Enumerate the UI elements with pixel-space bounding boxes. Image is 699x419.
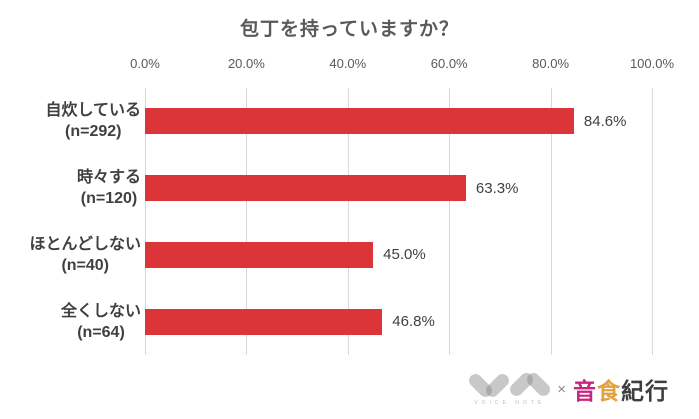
gridline — [347, 88, 349, 355]
bar-row: 63.3% — [145, 155, 652, 222]
voice-note-wordmark: VOICE NOTE — [474, 400, 546, 406]
category-label: 時々する (n=120) — [76, 169, 141, 208]
gridline — [145, 88, 146, 355]
cross-symbol: × — [557, 380, 566, 398]
bar-row: 46.8% — [145, 288, 652, 355]
gridline — [246, 88, 248, 355]
gridline — [449, 88, 451, 355]
gridline — [652, 88, 653, 355]
brand-char: 紀行 — [621, 378, 669, 404]
bar — [145, 241, 374, 268]
x-axis-tick: 60.0% — [430, 56, 468, 71]
bar — [145, 175, 466, 202]
x-axis-tick: 100.0% — [629, 56, 675, 71]
x-axis-tick: 0.0% — [130, 56, 160, 71]
voice-note-marks — [466, 370, 553, 400]
voice-note-n-icon — [507, 370, 553, 399]
onshoku-kiko-wordmark: 音食紀行 — [573, 372, 669, 406]
x-axis-tick: 20.0% — [227, 56, 265, 71]
category-label: 自炊している (n=292) — [45, 102, 141, 141]
x-axis-tick: 40.0% — [329, 56, 367, 71]
value-label: 46.8% — [392, 313, 435, 331]
voice-note-v-icon — [466, 371, 512, 400]
x-axis-tick: 80.0% — [532, 56, 570, 71]
category-label: 全くしない (n=64) — [60, 302, 141, 341]
gridline — [550, 88, 552, 355]
voice-note-logo: VOICE NOTE — [466, 370, 553, 406]
plot-area: 84.6% 63.3% 45.0% 46.8% — [145, 88, 653, 355]
footer-logo: VOICE NOTE × 音食紀行 — [466, 370, 669, 406]
brand-char: 音 — [573, 378, 597, 404]
bar — [145, 308, 383, 335]
category-label: ほとんどしない (n=40) — [29, 235, 141, 274]
brand-char: 食 — [597, 378, 621, 404]
bar-row: 84.6% — [145, 88, 652, 155]
value-label: 84.6% — [583, 112, 627, 130]
value-label: 45.0% — [383, 246, 426, 264]
chart-title: 包丁を持っていますか？ — [239, 19, 460, 40]
bar — [145, 108, 574, 135]
value-label: 63.3% — [475, 179, 519, 197]
bar-row: 45.0% — [145, 222, 652, 289]
